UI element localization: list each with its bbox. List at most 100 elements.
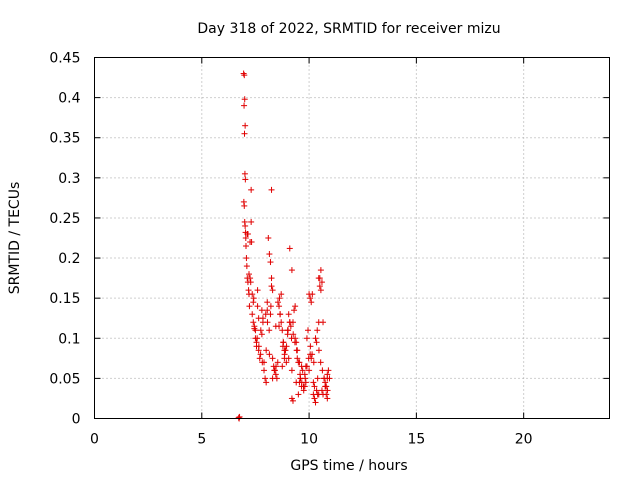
y-tick-label: 0.4 [58,91,80,107]
data-point [308,355,315,362]
data-point [301,371,308,378]
x-tick-label: 5 [197,432,206,448]
y-tick-label: 0.1 [58,331,80,347]
data-point [255,347,262,354]
data-point [259,315,266,322]
data-point [246,271,252,278]
data-point [308,299,315,306]
data-point [291,307,298,314]
y-tick-label: 0.35 [49,131,80,147]
data-point [290,331,297,338]
data-point [267,259,274,266]
data-point [243,263,250,270]
x-tick-label: 10 [300,432,318,448]
data-point [241,202,248,209]
data-point [268,283,275,290]
data-point [263,347,270,354]
data-point [319,367,326,374]
data-point [305,327,312,334]
data-point [288,267,295,274]
data-point [276,323,283,330]
data-point [314,375,321,382]
y-tick-label: 0.05 [49,371,80,387]
axis-ticks [94,57,610,419]
data-point [287,323,294,330]
data-point [269,375,276,382]
data-point [274,299,281,306]
data-point [271,367,278,374]
data-point [266,351,273,358]
data-point [298,363,305,370]
scatter-points [235,70,333,422]
data-point [300,383,307,390]
data-point [242,235,249,241]
data-point [312,399,319,406]
data-point [262,375,269,382]
data-point [302,379,309,386]
data-point [264,307,271,314]
y-tick-label: 0.3 [58,171,80,187]
data-point [254,335,261,342]
data-point [310,359,317,366]
data-point [285,355,292,362]
data-point [256,355,263,362]
data-point [248,186,255,193]
data-point [249,291,256,298]
data-point [244,230,251,237]
plot-frame [94,57,610,419]
data-point [288,367,295,374]
data-point [284,331,291,338]
data-point [314,327,321,334]
data-point [320,319,327,326]
data-point [280,339,287,346]
y-tick-label: 0.2 [58,251,80,267]
data-point [309,291,316,298]
data-point [289,319,296,326]
data-point [252,327,259,334]
data-point [266,251,273,258]
data-point [273,363,280,370]
data-point [315,275,322,282]
data-point [293,379,300,386]
data-point [279,363,286,370]
data-point [242,176,249,183]
data-point [324,395,331,402]
data-point [261,367,268,374]
data-point [316,283,323,290]
data-point [292,303,299,310]
data-point [326,375,333,382]
data-point [241,72,248,79]
data-point [247,275,254,282]
y-tick-label: 0.45 [49,51,80,67]
data-point [312,335,319,342]
grid-lines [94,57,610,419]
data-point [277,311,284,318]
data-point [253,339,260,346]
data-point [267,303,274,310]
data-point [272,371,279,378]
data-point [269,355,276,362]
data-point [303,335,310,342]
chart-title: Day 318 of 2022, SRMTID for receiver miz… [197,21,500,37]
data-point [249,311,256,318]
data-point [318,387,325,394]
data-point [311,395,318,402]
data-point [310,379,317,386]
data-point [307,295,314,302]
data-point [268,186,275,193]
data-point [241,102,248,109]
data-point [241,130,248,137]
data-point [251,323,258,330]
data-point [248,239,255,246]
x-axis-title: GPS time / hours [290,458,407,474]
y-axis-title: SRMTID / TECUs [7,182,23,295]
data-point [307,343,314,350]
data-point [276,295,283,302]
data-point [258,307,265,314]
data-point [248,218,255,225]
data-point [263,379,270,386]
data-point [279,327,286,334]
data-point [276,303,283,310]
data-point [323,391,330,398]
x-tick-label: 15 [407,432,425,448]
